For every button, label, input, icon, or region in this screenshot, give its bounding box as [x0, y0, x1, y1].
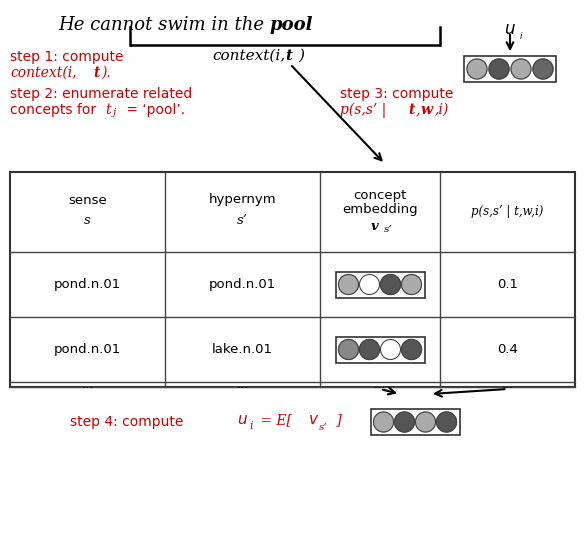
Bar: [336, 272, 424, 298]
Circle shape: [437, 412, 456, 432]
Text: pond.n.01: pond.n.01: [54, 343, 121, 356]
Text: j: j: [113, 108, 116, 117]
Text: step 1: compute: step 1: compute: [10, 50, 124, 64]
Text: p(s,s’ |: p(s,s’ |: [340, 103, 391, 118]
Text: step 2: enumerate related: step 2: enumerate related: [10, 87, 192, 101]
Bar: [464, 56, 556, 82]
Circle shape: [401, 339, 421, 359]
Text: concept: concept: [353, 190, 407, 203]
Circle shape: [339, 339, 359, 359]
Text: ]: ]: [332, 413, 342, 427]
Circle shape: [401, 274, 421, 294]
Text: t: t: [408, 103, 414, 117]
Text: context(i,: context(i,: [212, 49, 285, 63]
Text: 0.1: 0.1: [497, 278, 518, 291]
Bar: [370, 409, 459, 435]
Text: step 3: compute: step 3: compute: [340, 87, 454, 101]
Text: sense: sense: [68, 193, 107, 207]
Circle shape: [415, 412, 435, 432]
Text: ...: ...: [374, 378, 386, 391]
Text: $\mathbf{\mathit{v}}$: $\mathbf{\mathit{v}}$: [308, 411, 319, 427]
Text: = ‘pool’.: = ‘pool’.: [122, 103, 185, 117]
Circle shape: [511, 59, 531, 79]
Text: pond.n.01: pond.n.01: [54, 278, 121, 291]
Text: hypernym: hypernym: [209, 193, 277, 207]
Text: lake.n.01: lake.n.01: [212, 343, 273, 356]
Text: pond.n.01: pond.n.01: [209, 278, 276, 291]
Text: ...: ...: [81, 378, 94, 391]
Text: concepts for: concepts for: [10, 103, 101, 117]
Text: He cannot swim in the: He cannot swim in the: [58, 16, 270, 34]
Text: = E[: = E[: [256, 413, 297, 427]
Text: pool: pool: [270, 16, 314, 34]
Bar: [336, 337, 424, 363]
Circle shape: [359, 339, 380, 359]
Text: ,i): ,i): [435, 103, 449, 117]
Text: p(s,s’ | t,w,i): p(s,s’ | t,w,i): [471, 205, 544, 218]
Text: s’: s’: [237, 214, 248, 227]
Text: i: i: [249, 421, 253, 431]
Circle shape: [489, 59, 509, 79]
Text: s: s: [84, 214, 91, 227]
Text: $\mathbf{\mathit{u}}$: $\mathbf{\mathit{u}}$: [504, 20, 516, 38]
Text: $_i$: $_i$: [519, 28, 523, 41]
Text: embedding: embedding: [342, 203, 418, 216]
Circle shape: [467, 59, 487, 79]
Circle shape: [394, 412, 414, 432]
Circle shape: [380, 339, 400, 359]
Bar: [10, 172, 575, 387]
Text: ...: ...: [236, 378, 248, 391]
Text: s’: s’: [384, 225, 393, 235]
Text: ).: ).: [101, 66, 111, 80]
Text: t: t: [285, 49, 292, 63]
Circle shape: [359, 274, 380, 294]
Text: w: w: [421, 103, 433, 117]
Text: ): ): [298, 49, 304, 63]
Text: t: t: [93, 66, 100, 80]
Circle shape: [373, 412, 394, 432]
Text: 0.4: 0.4: [497, 343, 518, 356]
Text: ...: ...: [501, 378, 514, 391]
Circle shape: [533, 59, 553, 79]
Text: ,: ,: [416, 103, 420, 117]
Text: context(i,: context(i,: [10, 66, 77, 80]
Text: $\mathbf{\mathit{u}}$: $\mathbf{\mathit{u}}$: [237, 411, 248, 427]
Text: step 4: compute: step 4: compute: [70, 415, 188, 429]
Text: v: v: [371, 220, 379, 233]
Circle shape: [380, 274, 400, 294]
Circle shape: [339, 274, 359, 294]
Text: s’: s’: [319, 423, 328, 431]
Text: t: t: [105, 103, 111, 117]
